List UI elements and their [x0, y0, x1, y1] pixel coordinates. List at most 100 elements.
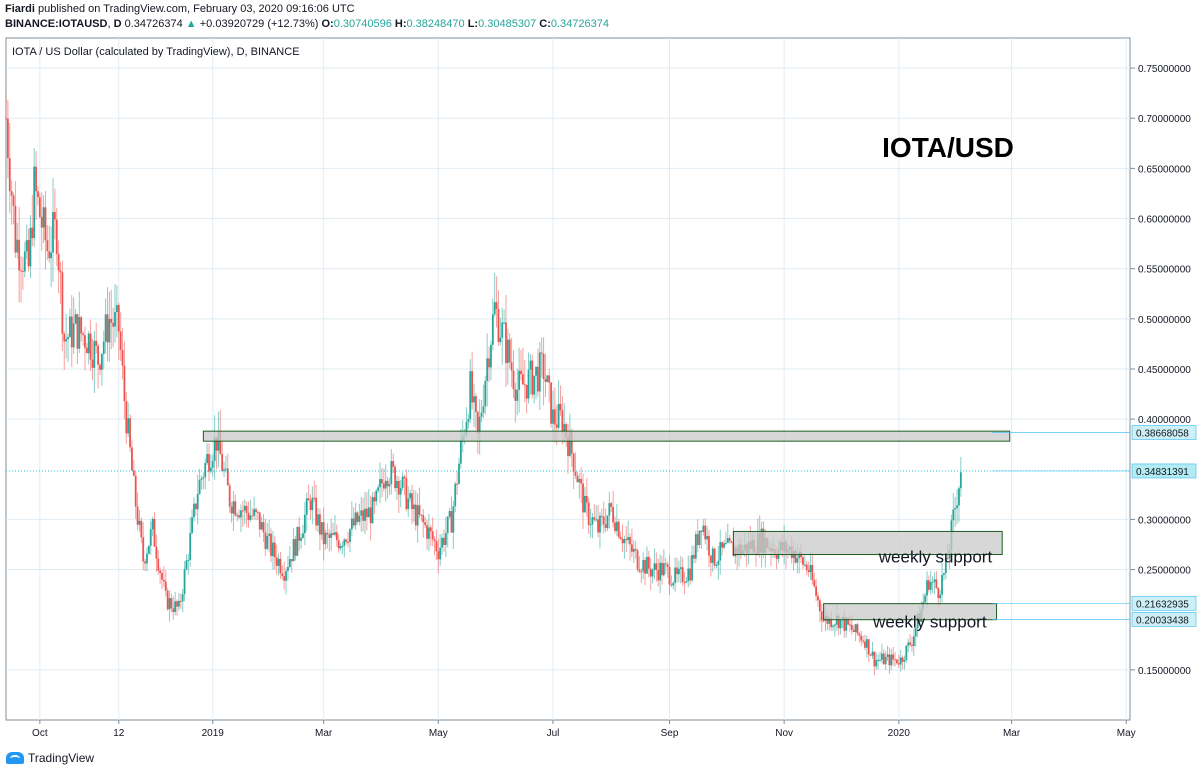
candle-body [813, 580, 816, 587]
candle-body [273, 542, 276, 558]
published-text: published on TradingView.com, February 0… [38, 3, 355, 15]
high-value: 0.38248470 [406, 18, 465, 30]
candle-body [521, 374, 524, 385]
candle-body [561, 410, 564, 432]
candle-body [55, 219, 58, 254]
candle-body [326, 532, 329, 535]
candle-body [775, 554, 778, 559]
candle-body [595, 519, 598, 521]
candle-body [106, 314, 109, 343]
candle-body [194, 503, 197, 510]
candle-body [636, 550, 639, 570]
candle-body [882, 653, 885, 665]
candle-body [610, 503, 613, 507]
candle-body [644, 560, 646, 574]
tradingview-logo[interactable]: TradingView [6, 751, 94, 765]
candle-body [208, 454, 210, 472]
candle-body [563, 424, 566, 432]
candle-body [412, 504, 415, 510]
candle-body [582, 483, 584, 513]
candle-body [850, 624, 853, 630]
candle-body [935, 579, 938, 588]
candle-body [495, 302, 498, 309]
candle-body [209, 467, 212, 472]
candle-body [467, 418, 470, 423]
candle-body [452, 506, 455, 533]
y-tick-label: 0.75000000 [1138, 64, 1191, 75]
candle-body [713, 548, 716, 566]
candle-body [67, 336, 69, 340]
candle-body [617, 521, 620, 537]
candle-body [151, 518, 154, 530]
candle-body [161, 573, 163, 580]
candle-body [356, 512, 359, 522]
candle-body [37, 191, 39, 198]
candle-body [444, 533, 447, 545]
candle-body [255, 509, 257, 512]
candle-body [693, 554, 695, 559]
candle-body [597, 519, 599, 533]
candle-body [80, 317, 83, 334]
candle-body [490, 344, 492, 368]
candle-body [593, 517, 596, 520]
candle-body [228, 485, 231, 507]
candle-body [815, 586, 818, 596]
candle-body [176, 601, 178, 607]
candle-body [896, 659, 898, 664]
candle-body [311, 497, 314, 511]
price-axis-label-bg [1131, 425, 1197, 440]
candle-body [27, 240, 30, 267]
candle-body [249, 515, 252, 520]
candle-body [443, 537, 445, 545]
candle-body [491, 314, 494, 345]
candle-body [99, 364, 101, 370]
candle-body [215, 437, 218, 451]
candle-body [478, 416, 481, 434]
candle-body [70, 316, 73, 348]
candle-body [294, 539, 297, 556]
x-tick-label: Nov [775, 728, 793, 739]
candle-body [615, 521, 618, 532]
candle-body [234, 501, 237, 516]
candle-body [10, 191, 13, 196]
candle-body [236, 515, 239, 517]
candle-body [523, 384, 526, 386]
candle-body [22, 270, 24, 272]
candle-body [20, 270, 22, 272]
candle-body [379, 479, 381, 488]
candle-body [230, 506, 233, 514]
candle-body [181, 594, 184, 602]
author-name: Fiardi [5, 3, 35, 15]
candle-body [6, 118, 9, 158]
candle-body [174, 601, 177, 612]
candle-body [35, 166, 37, 192]
candle-body [469, 371, 472, 419]
candle-body [69, 316, 71, 337]
candle-body [501, 322, 504, 338]
candle-body [706, 535, 708, 540]
candle-body [322, 522, 325, 545]
candle-body [367, 507, 370, 518]
candle-body [268, 533, 271, 536]
support-zone [202, 430, 1011, 442]
candle-body [256, 511, 259, 513]
candle-body [146, 553, 148, 564]
y-tick-label: 0.15000000 [1138, 666, 1191, 677]
candle-body [349, 529, 351, 542]
candle-body [50, 252, 53, 259]
candle-body [646, 556, 648, 574]
candle-body [193, 503, 195, 518]
candle-body [668, 566, 671, 585]
candle-body [847, 618, 849, 625]
candle-body [538, 352, 541, 392]
candle-body [441, 537, 443, 548]
candle-body [480, 412, 483, 417]
candle-body [245, 505, 248, 513]
candle-body [939, 594, 942, 599]
candle-body [446, 516, 449, 534]
candle-body [450, 511, 453, 533]
candle-body [420, 514, 423, 516]
candle-body [157, 558, 160, 571]
candle-body [277, 558, 280, 566]
